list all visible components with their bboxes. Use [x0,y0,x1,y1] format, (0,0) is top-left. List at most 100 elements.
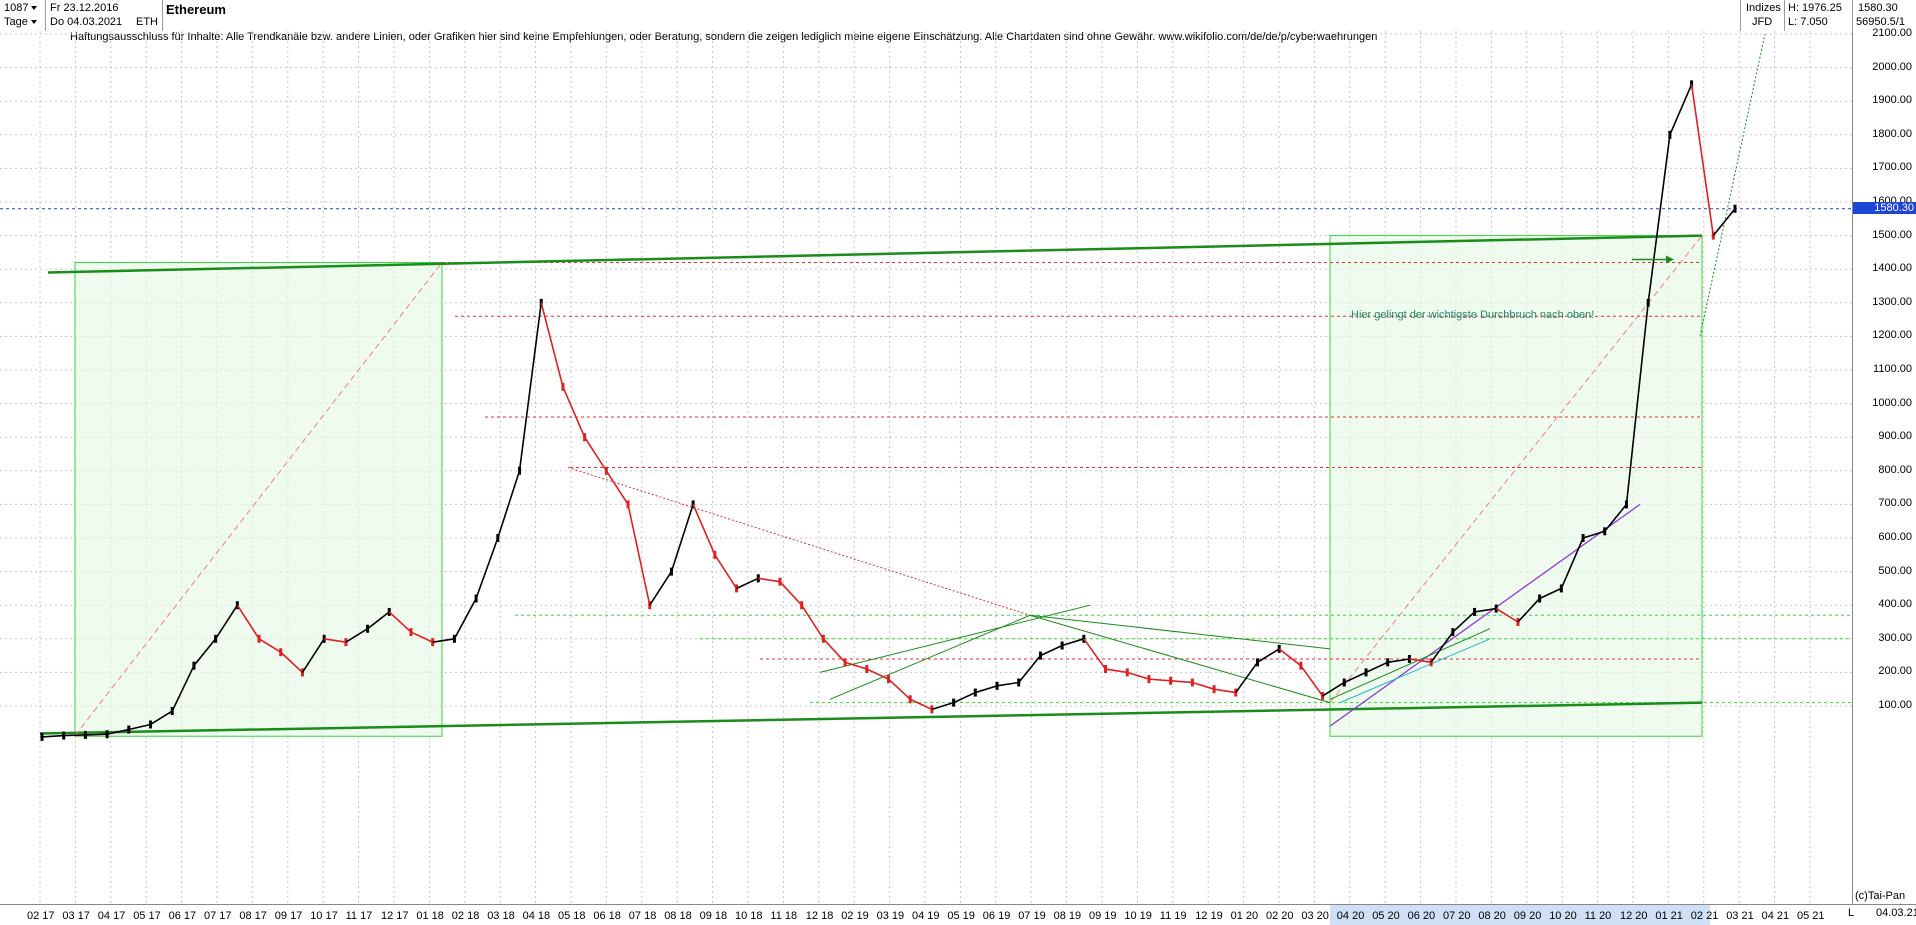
price-segment [1474,607,1497,613]
top-value: 1580.30 [1858,2,1898,14]
price-segment [1127,671,1150,680]
jfd-label: JFD [1752,16,1773,28]
trend-line [1339,638,1491,704]
price-candle [1733,204,1737,213]
price-candle [62,731,66,740]
trend-lines [39,33,1766,736]
price-segment [214,604,239,640]
trend-line [819,604,1091,673]
bar-count-value: 1087 [4,2,29,14]
time-tick-label: 03 19 [876,910,905,922]
index-value: 56950.5/1 [1856,16,1905,28]
price-segment [822,638,846,663]
time-tick-label: 03 18 [487,910,515,922]
time-tick-label: 05 19 [947,910,975,922]
time-tick-label: 09 19 [1089,910,1117,922]
plot-area[interactable] [0,31,1853,904]
price-segment [1560,537,1584,589]
time-tick-label: 04 17 [97,910,126,922]
price-segment [670,504,694,572]
price-segment [1365,661,1389,674]
price-segment [714,554,738,589]
time-tick-label: 11 19 [1159,910,1187,922]
time-tick-label: 03 21 [1726,910,1754,922]
price-segment [1192,681,1215,690]
price-segment [475,537,499,599]
price-tick-label: 1800.00 [1872,127,1912,140]
price-tick-label: 2000.00 [1872,60,1912,73]
price-tick-label: 400.00 [1878,598,1912,611]
time-tick-label: 11 20 [1584,910,1612,922]
last-date: 04.03.21 [1876,907,1916,919]
price-segment [1148,678,1171,682]
chart-title: Ethereum [166,2,226,17]
time-tick-label: 07 17 [204,910,232,922]
price-segment [280,651,304,673]
price-segment [410,631,434,643]
time-tick-label: 06 17 [168,910,197,922]
price-segment [887,678,911,700]
time-tick-label: 03 20 [1301,910,1329,922]
chart-annotation: Hier gelingt der wichtigste Durchbruch n… [1351,309,1595,321]
time-tick-label: 12 19 [1195,910,1223,922]
price-segment [1517,597,1541,623]
high-label: H: 1976.25 [1788,2,1842,14]
price-tick-label: 600.00 [1878,531,1912,543]
price-tick-label: 500.00 [1878,564,1912,577]
date-from: Fr 23.12.2016 [50,2,119,14]
time-tick-label: 08 17 [239,910,267,922]
trend-line [829,614,1031,700]
price-segment [627,504,651,606]
copyright-text: (c)Tai-Pan [1855,890,1906,902]
price-segment [1495,607,1519,623]
price-segment [258,638,282,653]
time-tick-label: 06 18 [593,910,621,922]
time-tick-label: 05 21 [1797,910,1825,922]
shaded-box [1329,235,1703,737]
price-segment [1387,658,1410,664]
price-segment [1409,658,1432,664]
shaded-boxes [74,235,1703,737]
time-tick-label: 07 19 [1018,910,1046,922]
trend-line [1029,614,1331,650]
price-segment [324,638,346,643]
price-segment [1235,661,1259,694]
trend-line [39,701,1703,735]
price-segment [432,638,455,643]
time-tick-label: 07 20 [1443,910,1471,922]
time-tick-label: 04 21 [1761,910,1790,922]
price-segment [193,638,217,667]
price-tick-label: 1100.00 [1873,363,1912,375]
price-segment [367,611,390,630]
price-segment [649,571,673,606]
price-segment [1712,208,1736,237]
price-segment [866,668,889,680]
bar-count-selector[interactable]: 1087 [4,1,38,15]
price-segment [1625,302,1649,505]
indizes-label: Indizes [1746,2,1781,14]
price-segment [844,661,868,670]
time-tick-label: 10 19 [1124,910,1152,922]
period-selector[interactable]: Tage [4,15,37,29]
price-tick-label: 100.00 [1878,699,1912,711]
price-series [40,80,1737,741]
time-tick-label: 05 20 [1372,910,1400,922]
price-segment [779,581,803,606]
time-tick-label: 06 19 [982,910,1011,922]
price-tick-label: 1700.00 [1872,161,1912,174]
date-to: Do 04.03.2021 [50,16,123,28]
price-tick-label: 1200.00 [1872,329,1912,342]
price-segment [150,710,173,726]
time-axis[interactable]: 02 17 03 17 04 17 05 17 06 17 07 17 08 17 09 17… [0,904,1916,925]
price-segment [1105,668,1128,674]
price-segment [1257,648,1280,664]
price-chart[interactable] [0,31,1852,904]
time-tick-label: 02 21 [1690,910,1719,922]
time-tick-label: 10 20 [1549,910,1577,922]
time-tick-label: 08 20 [1478,910,1506,922]
price-axis[interactable]: 100.00 200.00 300.00 400.00 500.00 600.00 700.… [1853,27,1916,904]
time-tick-label: 01 18 [416,910,444,922]
time-tick-label: 05 17 [133,910,161,922]
price-segment [996,681,1019,687]
price-tick-label: 1500.00 [1872,228,1912,241]
